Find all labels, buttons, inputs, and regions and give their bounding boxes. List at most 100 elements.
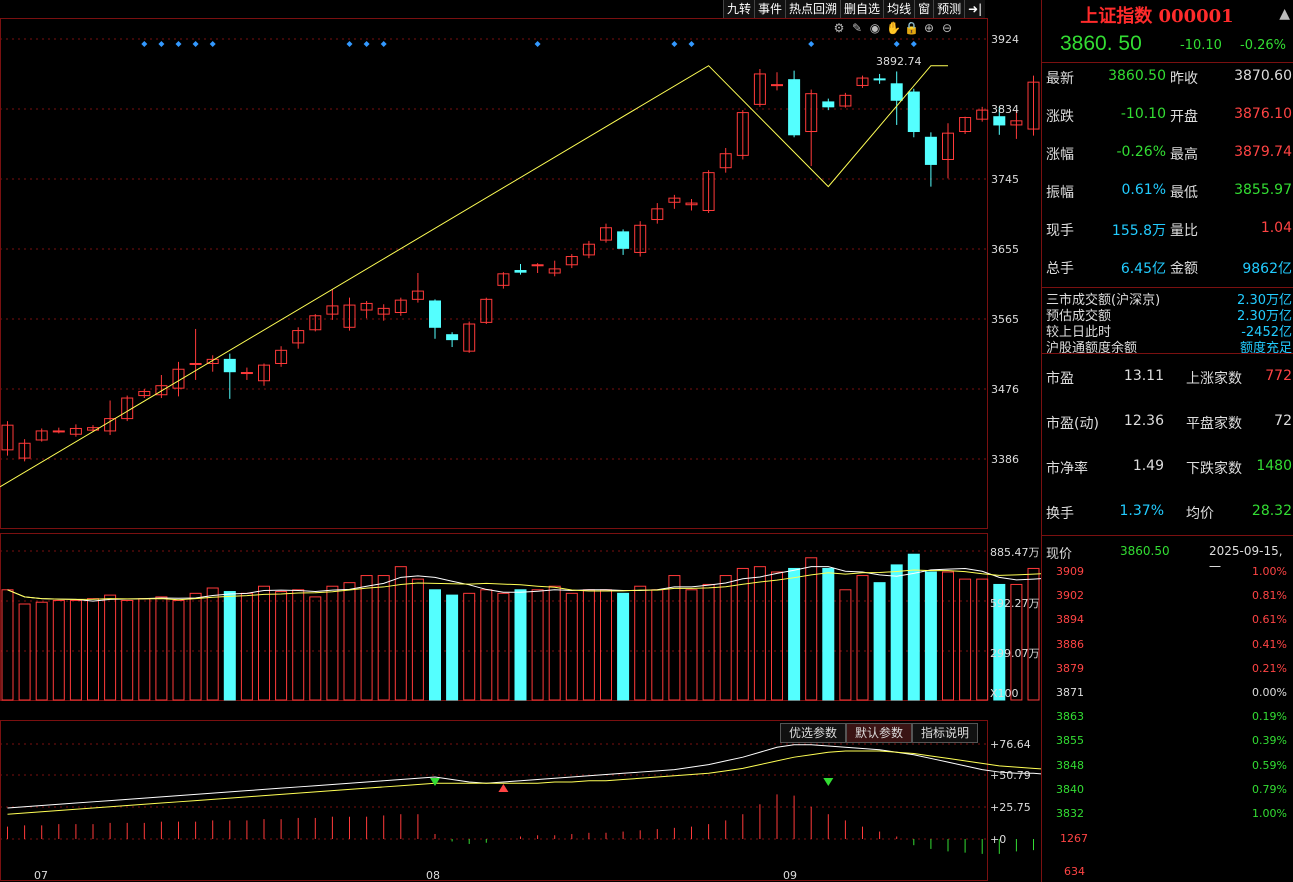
- sell-signal-arrow: [823, 778, 834, 786]
- volume-bar: [600, 589, 612, 701]
- signal-marker: [380, 41, 387, 47]
- signal-marker: [158, 41, 165, 47]
- signal-marker: [534, 41, 541, 47]
- indicator-tick: +76.64: [990, 738, 1031, 751]
- volume-tick: 299.07万: [990, 647, 1040, 660]
- volume-bar: [531, 589, 544, 701]
- market-value: -2452亿: [1241, 325, 1292, 340]
- candle-body: [805, 93, 818, 133]
- candle-body: [155, 385, 168, 396]
- candle-body: [788, 79, 801, 136]
- volume-bar: [1, 589, 14, 701]
- buy-signal-arrow: [498, 784, 509, 792]
- forecast-button[interactable]: 预测: [933, 0, 965, 18]
- candle-body: [292, 330, 305, 344]
- tab-optimized-params[interactable]: 优选参数: [780, 723, 847, 743]
- remove-watchlist-button[interactable]: 删自选: [840, 0, 884, 18]
- mini-price-tick: 3902: [1056, 589, 1084, 603]
- volume-bar: [959, 578, 972, 701]
- stat-row: 总手 6.45亿 金额 9862亿: [1046, 258, 1292, 277]
- trend-line: [0, 65, 948, 488]
- stat-label: 最新: [1046, 71, 1074, 87]
- eye-icon[interactable]: ◉: [869, 21, 881, 35]
- stat-label: 金额: [1170, 261, 1198, 277]
- stat-row: 振幅 0.61% 最低 3855.97: [1046, 182, 1292, 201]
- chart-area[interactable]: [0, 0, 1041, 882]
- price-tick: 3655: [991, 243, 1019, 256]
- market-row: 较上日此时 -2452亿: [1046, 321, 1292, 340]
- volume-bar: [497, 592, 510, 701]
- valuation-row: 换手 1.37% 均价 28.32: [1046, 503, 1292, 522]
- price-tick: 3386: [991, 453, 1019, 466]
- volume-bar: [719, 575, 732, 701]
- scroll-up-icon[interactable]: ▲: [1279, 6, 1290, 22]
- stat-value: 3855.97: [1234, 182, 1292, 198]
- mini-pct-tick: 0.19%: [1252, 710, 1287, 724]
- draw-icon[interactable]: ✎: [851, 21, 863, 35]
- volume-bar: [411, 578, 424, 701]
- valuation-label: 均价: [1186, 506, 1214, 522]
- indicator-line-fast: [7, 744, 1041, 809]
- volume-bar: [976, 578, 989, 701]
- stat-label: 涨跌: [1046, 109, 1074, 125]
- candle-body: [1027, 81, 1040, 130]
- volume-bar: [856, 575, 869, 701]
- mini-date: 2025-09-15,一: [1209, 544, 1283, 574]
- volume-bar: [206, 587, 219, 701]
- signal-marker: [671, 41, 678, 47]
- candle-body: [839, 94, 852, 107]
- zoom-out-icon[interactable]: ⊖: [941, 21, 953, 35]
- candle-body: [138, 390, 151, 397]
- tab-default-params[interactable]: 默认参数: [846, 723, 913, 743]
- events-button[interactable]: 事件: [754, 0, 786, 18]
- jiuzhuan-button[interactable]: 九转: [723, 0, 755, 18]
- candle-body: [582, 243, 595, 256]
- signal-marker: [192, 41, 199, 47]
- settings-icon[interactable]: ⚙: [833, 21, 845, 35]
- signal-marker: [688, 41, 695, 47]
- candle-body: [565, 256, 578, 266]
- volume-bar: [736, 567, 749, 701]
- price-change-pct: -0.26%: [1240, 38, 1286, 53]
- valuation-row: 市盈 13.11 上涨家数 772: [1046, 368, 1292, 387]
- indicator-chart-frame: [0, 720, 988, 881]
- price-tick: 3924: [991, 33, 1019, 46]
- candle-body: [429, 300, 441, 328]
- volume-bar: [394, 566, 407, 701]
- volume-bar: [702, 583, 715, 701]
- stat-value: 155.8万: [1111, 223, 1166, 239]
- volume-bar: [377, 575, 390, 701]
- candle-body: [189, 362, 202, 365]
- candle-body: [942, 132, 954, 160]
- moving-average-button[interactable]: 均线: [883, 0, 915, 18]
- hand-icon[interactable]: ✋: [886, 21, 901, 35]
- candle-body: [52, 430, 65, 433]
- window-button[interactable]: 窗: [914, 0, 934, 18]
- candle-body: [497, 273, 510, 286]
- price-change: -10.10: [1180, 38, 1222, 53]
- volume-bar: [993, 583, 1006, 701]
- stat-value: 1.04: [1260, 220, 1292, 236]
- stock-title[interactable]: 上证指数 000001: [1080, 6, 1234, 27]
- stat-row: 现手 155.8万 量比 1.04: [1046, 220, 1292, 239]
- mini-pct-tick: 0.39%: [1252, 734, 1287, 748]
- price-tick: 3565: [991, 313, 1019, 326]
- volume-tick: 885.47万: [990, 546, 1040, 559]
- signal-marker: [209, 41, 216, 47]
- mini-pct-tick: 1.00%: [1252, 807, 1287, 820]
- signal-marker: [910, 41, 917, 47]
- hotspot-review-button[interactable]: 热点回溯: [785, 0, 841, 18]
- tab-indicator-help[interactable]: 指标说明: [912, 723, 979, 743]
- valuation-row: 市净率 1.49 下跌家数 1480: [1046, 458, 1292, 477]
- lock-icon[interactable]: 🔒: [904, 21, 919, 35]
- volume-bar: [343, 582, 356, 701]
- stat-value: 3870.60: [1234, 68, 1292, 84]
- zoom-in-icon[interactable]: ⊕: [923, 21, 935, 35]
- stat-label: 量比: [1170, 223, 1198, 239]
- chart-icon-bar: ⚙ ✎ ◉ ✋ 🔒 ⊕ ⊖: [832, 21, 954, 35]
- stat-value: 3860.50: [1108, 68, 1166, 84]
- volume-ma10: [7, 569, 1041, 601]
- valuation-value: 1480: [1256, 458, 1292, 474]
- candle-body: [394, 299, 407, 313]
- exit-icon[interactable]: ➜|: [964, 0, 986, 18]
